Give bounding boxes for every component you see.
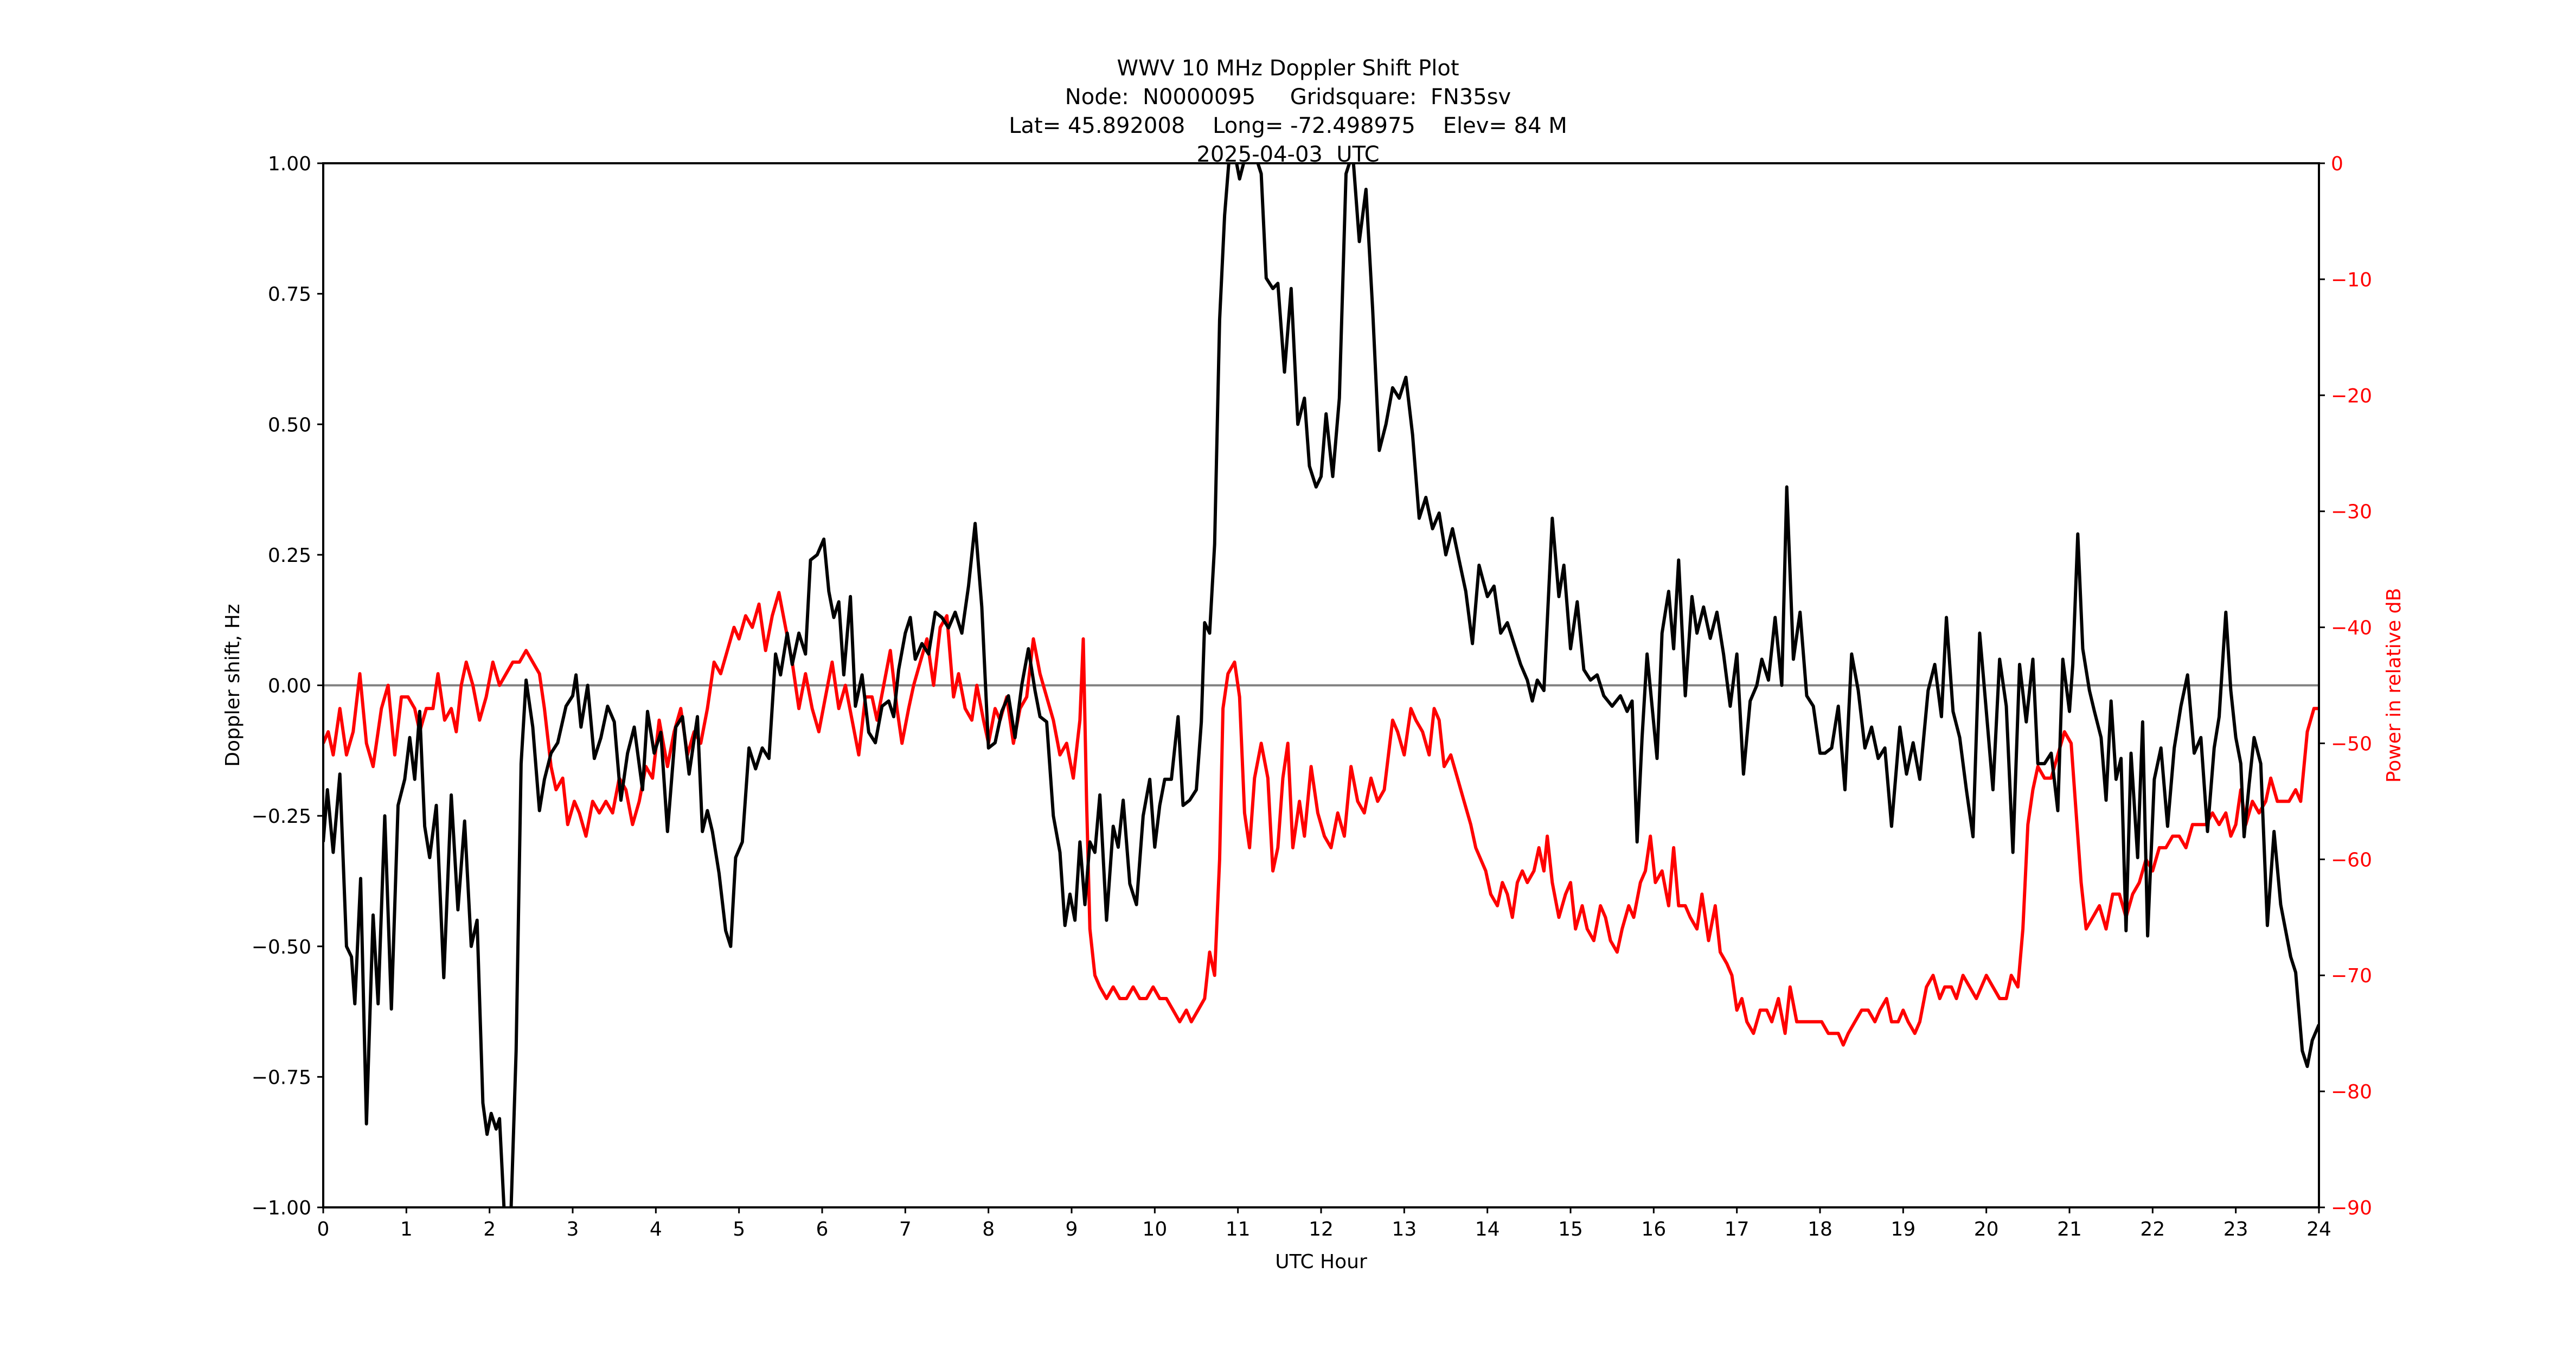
x-tick-label: 17 <box>1725 1218 1750 1240</box>
x-tick-label: 1 <box>400 1218 413 1240</box>
x-axis-label: UTC Hour <box>1275 1251 1367 1273</box>
y2-tick-label: −40 <box>2331 617 2372 639</box>
y2-tick-label: 0 <box>2331 153 2343 175</box>
x-tick-label: 6 <box>816 1218 829 1240</box>
x-tick-label: 10 <box>1142 1218 1167 1240</box>
x-tick-label: 24 <box>2306 1218 2331 1240</box>
x-tick-label: 18 <box>1808 1218 1832 1240</box>
right-y-axis-label: Power in relative dB <box>2383 588 2405 783</box>
x-tick-label: 16 <box>1641 1218 1666 1240</box>
x-tick-label: 3 <box>567 1218 579 1240</box>
x-tick-label: 14 <box>1475 1218 1500 1240</box>
x-tick-label: 22 <box>2140 1218 2165 1240</box>
chart-subtitle-node: Node: N0000095 Gridsquare: FN35sv <box>1065 85 1511 110</box>
x-tick-label: 2 <box>483 1218 496 1240</box>
x-tick-label: 13 <box>1392 1218 1417 1240</box>
x-tick-label: 15 <box>1558 1218 1583 1240</box>
left-y-axis-ticks: 1.00 0.75 0.50 0.25 0.00 −0.25 −0.50 −0.75 −1.00 <box>252 153 323 1219</box>
y2-tick-label: −80 <box>2331 1081 2372 1103</box>
x-tick-label: 12 <box>1309 1218 1334 1240</box>
x-tick-label: 0 <box>317 1218 330 1240</box>
power-series-line <box>323 591 2319 1047</box>
x-tick-label: 11 <box>1226 1218 1251 1240</box>
chart-title: WWV 10 MHz Doppler Shift Plot <box>1117 56 1459 81</box>
y-tick-label: 0.75 <box>268 284 311 306</box>
x-tick-label: 5 <box>733 1218 745 1240</box>
y-tick-label: −1.00 <box>252 1197 311 1219</box>
x-tick-label: 21 <box>2057 1218 2082 1240</box>
y2-tick-label: −60 <box>2331 849 2372 871</box>
x-tick-label: 19 <box>1891 1218 1915 1240</box>
y-tick-label: 0.00 <box>268 675 311 698</box>
y-tick-label: 1.00 <box>268 153 311 175</box>
y-tick-label: −0.50 <box>252 936 311 958</box>
y2-tick-label: −70 <box>2331 965 2372 987</box>
y2-tick-label: −90 <box>2331 1197 2372 1219</box>
chart-subtitle-location: Lat= 45.892008 Long= -72.498975 Elev= 84… <box>1009 113 1567 138</box>
y2-tick-label: −30 <box>2331 501 2372 523</box>
y-tick-label: 0.25 <box>268 545 311 567</box>
x-tick-label: 9 <box>1066 1218 1078 1240</box>
left-y-axis-label: Doppler shift, Hz <box>222 604 244 766</box>
y2-tick-label: −10 <box>2331 269 2372 291</box>
x-tick-label: 20 <box>1974 1218 1999 1240</box>
x-tick-label: 7 <box>899 1218 912 1240</box>
y-tick-label: −0.25 <box>252 805 311 828</box>
y2-tick-label: −20 <box>2331 385 2372 407</box>
right-y-axis-ticks: 0 −10 −20 −30 −40 −50 −60 −70 −80 −90 <box>2319 153 2372 1219</box>
x-tick-label: 8 <box>982 1218 995 1240</box>
y2-tick-label: −50 <box>2331 733 2372 755</box>
chart-title-block: WWV 10 MHz Doppler Shift Plot Node: N000… <box>0 54 2576 169</box>
y-tick-label: 0.50 <box>268 414 311 436</box>
y-tick-label: −0.75 <box>252 1066 311 1089</box>
x-axis-ticks: 0 1 2 3 4 5 6 7 8 9 10 11 12 13 14 15 16 17 18 19 20 21 22 23 24 <box>317 1207 2331 1240</box>
doppler-series-line <box>323 163 2319 1207</box>
x-tick-label: 23 <box>2223 1218 2248 1240</box>
x-tick-label: 4 <box>650 1218 662 1240</box>
